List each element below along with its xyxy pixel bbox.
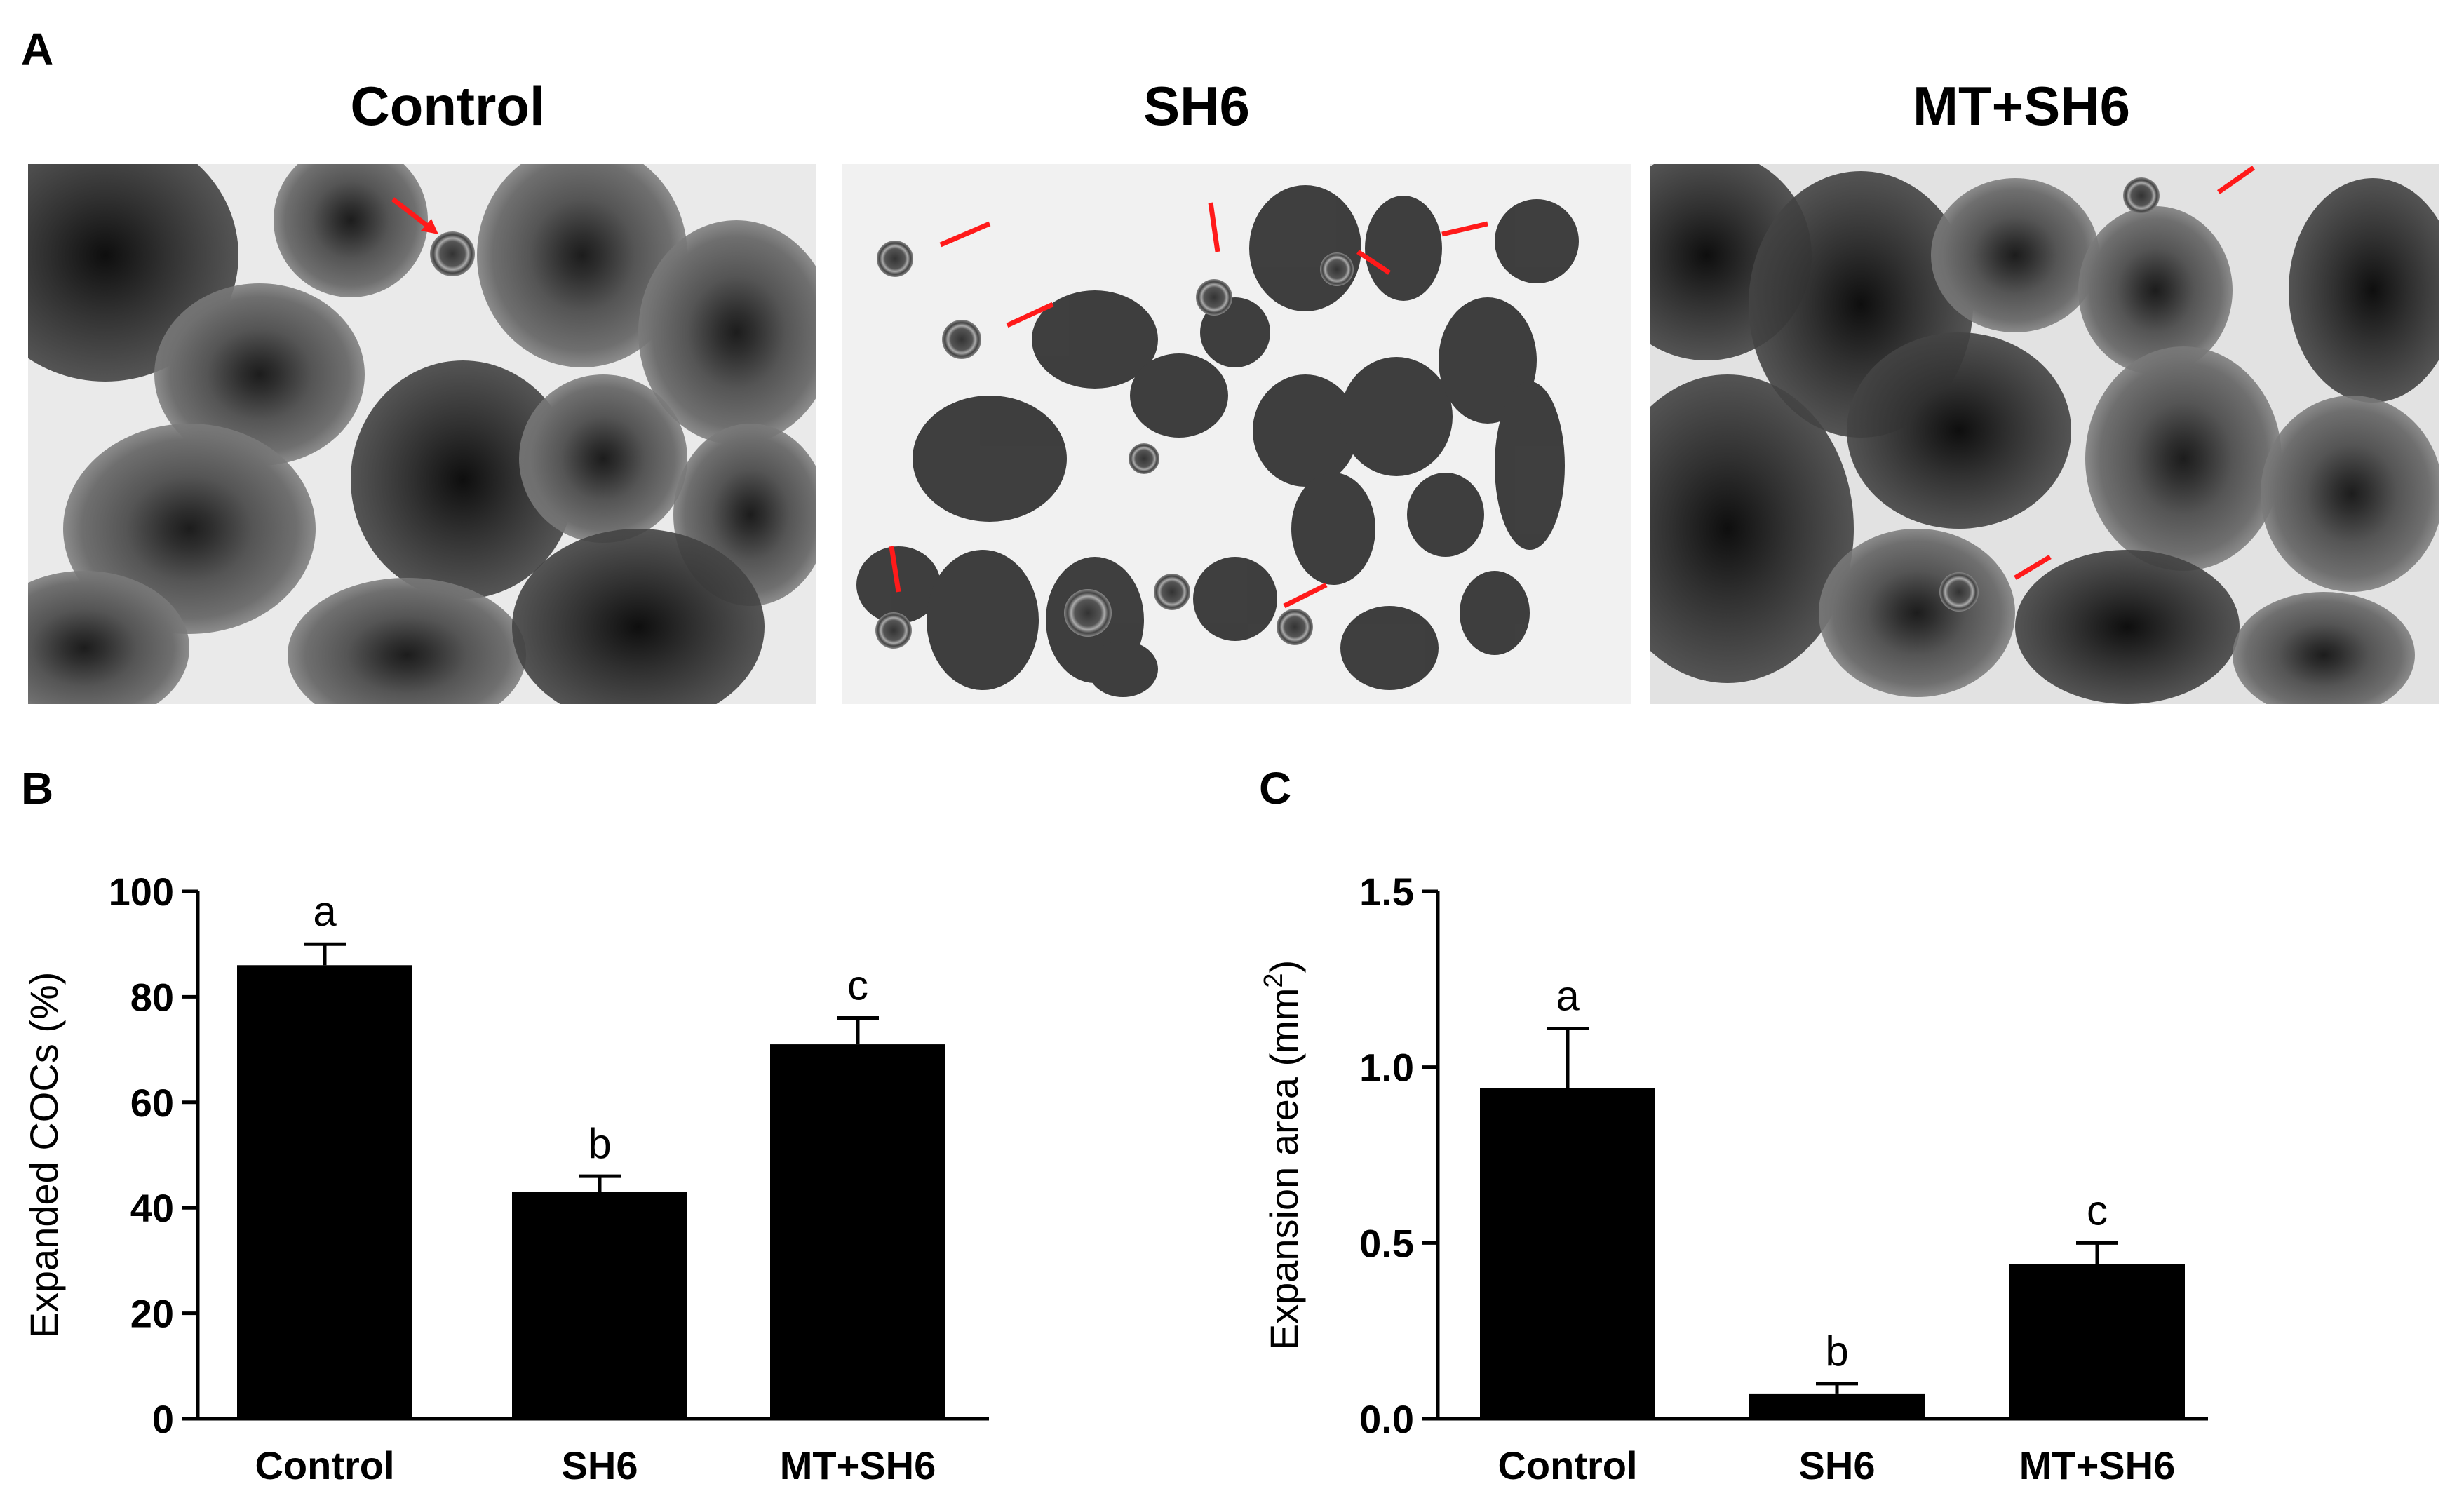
chart-c-significance-1: b: [1825, 1328, 1848, 1375]
chart-b-category-label-1: SH6: [562, 1443, 638, 1487]
image-title-control: Control: [350, 75, 545, 137]
chart-c-category-label-0: Control: [1497, 1443, 1637, 1487]
chart-c-significance-0: a: [1556, 973, 1580, 1020]
chart-b-significance-1: b: [588, 1120, 611, 1167]
chart-c-y-tick-label: 0.0: [1359, 1397, 1414, 1441]
chart-c-bar-2: [2009, 1264, 2185, 1419]
chart-c-y-tick-label: 1.5: [1359, 870, 1414, 914]
chart-c-y-tick-label: 0.5: [1359, 1221, 1414, 1265]
panel-label-a: A: [21, 24, 54, 74]
chart-c-category-label-1: SH6: [1799, 1443, 1876, 1487]
chart-b-significance-2: c: [847, 961, 868, 1008]
chart-c-y-tick-label: 1.0: [1359, 1046, 1414, 1090]
image-title-mt-sh6: MT+SH6: [1913, 75, 2130, 137]
panel-label-c: C: [1259, 763, 1292, 814]
micrograph-mt-sh6: [1650, 164, 2439, 704]
chart-b-y-tick-label: 80: [130, 975, 174, 1019]
micrograph-sh6: [842, 164, 1631, 704]
chart-b-y-tick-label: 100: [109, 870, 174, 914]
chart-c-bar-0: [1480, 1088, 1655, 1419]
chart-b-significance-0: a: [313, 888, 337, 935]
image-title-sh6: SH6: [1143, 75, 1250, 137]
micrograph-control: [28, 164, 816, 704]
chart-expansion-area: 0.0 0.5 1.0 1.5 Expansion area (mm2) a Control…: [1259, 870, 2208, 1487]
chart-b-y-axis-label: Expanded COCs (%): [22, 972, 66, 1339]
chart-c-category-label-2: MT+SH6: [2019, 1443, 2176, 1487]
chart-b-bar-0: [237, 965, 412, 1419]
panel-label-b: B: [21, 763, 54, 814]
chart-b-bar-1: [512, 1192, 687, 1419]
chart-expanded-cocs: 0 20 40 60 80 100 Expanded COCs (%) a Control b SH…: [22, 870, 989, 1487]
chart-b-y-tick-label: 60: [130, 1081, 174, 1125]
chart-c-bar-1: [1749, 1393, 1925, 1419]
chart-b-y-tick-label: 40: [130, 1186, 174, 1230]
chart-b-category-label-2: MT+SH6: [780, 1443, 936, 1487]
chart-b-y-tick-label: 20: [130, 1292, 174, 1336]
chart-c-y-axis-label: Expansion area (mm2): [1259, 960, 1306, 1350]
chart-b-category-label-0: Control: [255, 1443, 394, 1487]
chart-c-significance-2: c: [2087, 1187, 2108, 1234]
chart-b-y-tick-label: 0: [152, 1397, 174, 1441]
chart-b-bar-2: [770, 1044, 945, 1419]
